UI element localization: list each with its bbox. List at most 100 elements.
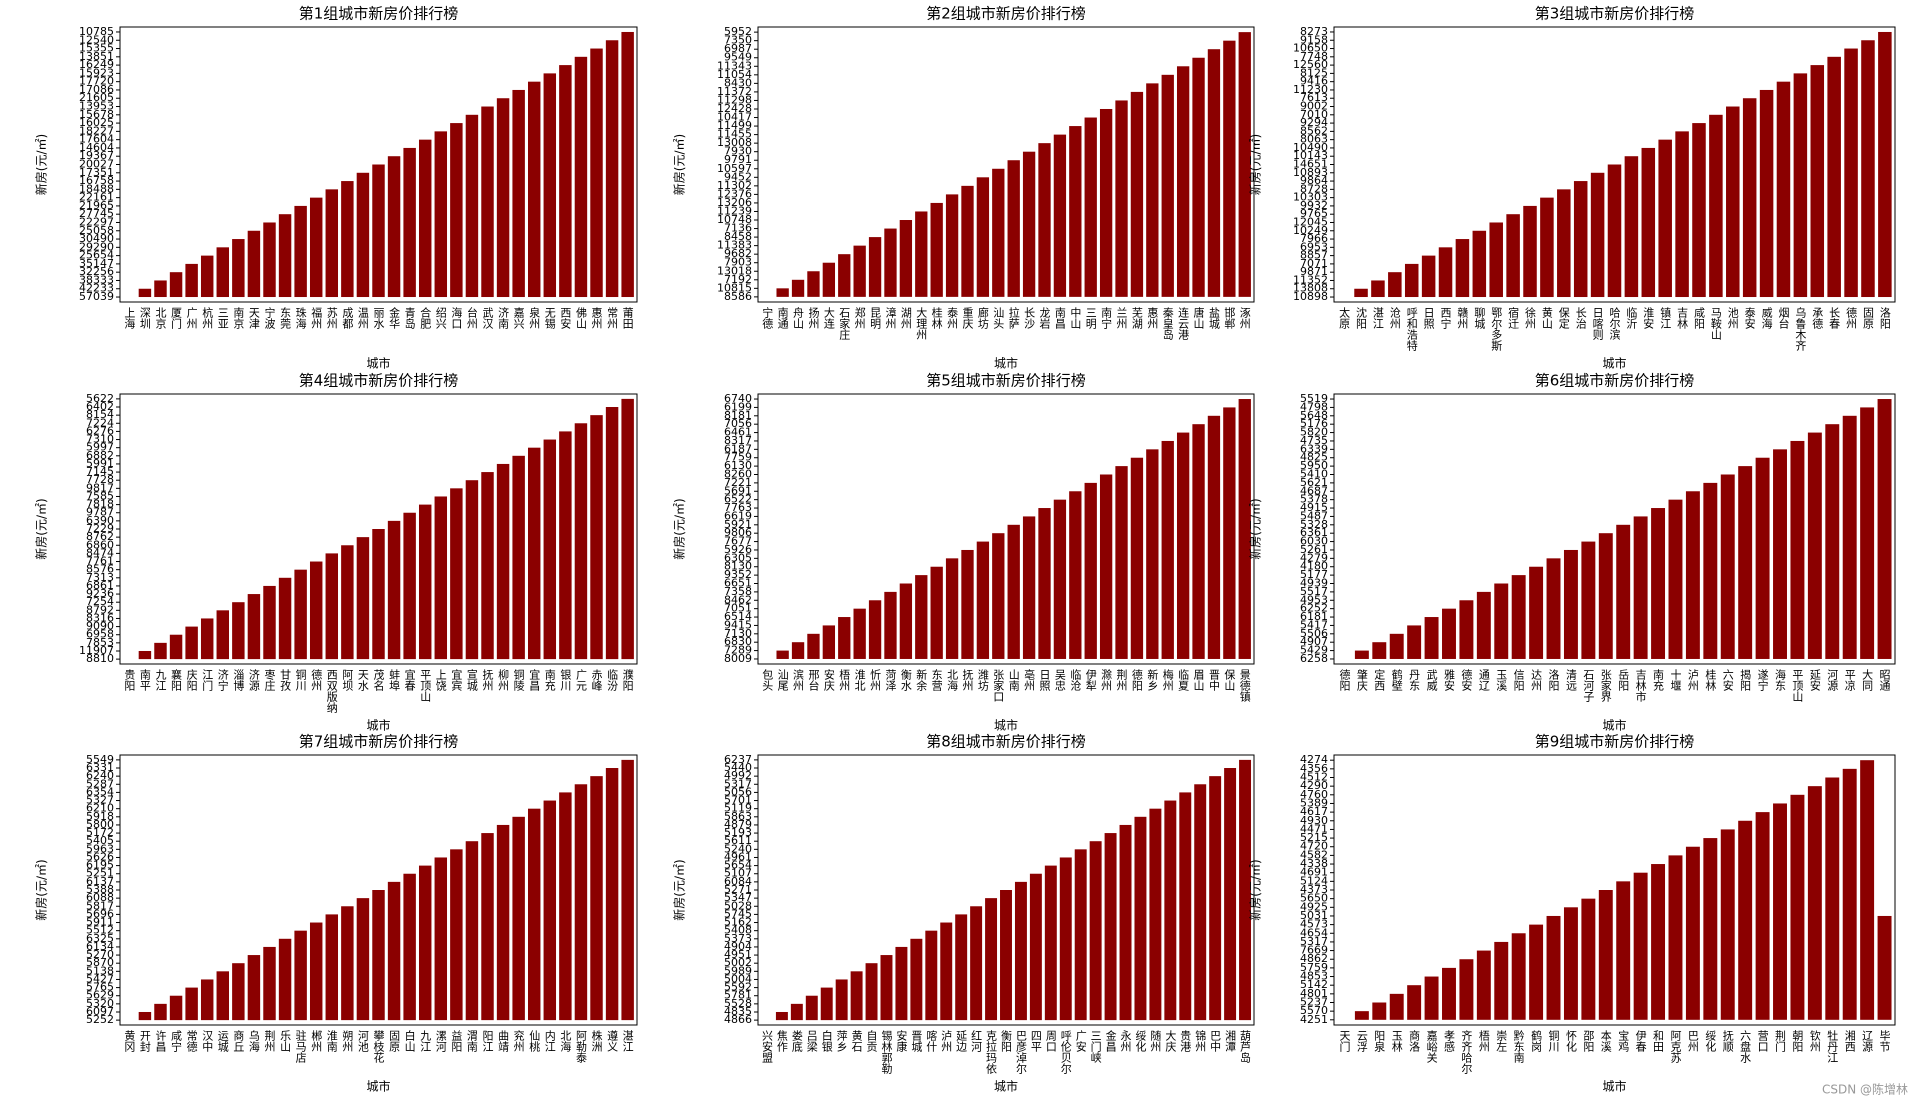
y-tick-label: 6210 xyxy=(86,802,114,815)
y-tick-label: 8458 xyxy=(724,230,752,243)
y-tick-label: 10898 xyxy=(1293,290,1328,303)
y-tick-label: 18488 xyxy=(79,182,114,195)
bar xyxy=(574,56,588,298)
x-tick-label: 临夏 xyxy=(1177,668,1190,691)
x-tick-label: 珠海 xyxy=(294,306,307,330)
bar xyxy=(1089,841,1102,1021)
x-tick-label: 巴中 xyxy=(1209,1030,1222,1052)
x-tick-label: 葫芦岛 xyxy=(1239,1030,1252,1064)
bar xyxy=(1651,508,1666,659)
x-tick-label: 惠州 xyxy=(590,306,603,329)
y-tick-label: 5926 xyxy=(724,543,752,556)
y-tick-label: 10748 xyxy=(717,213,752,226)
y-tick-label: 10249 xyxy=(1293,224,1328,237)
y-tick-label: 4760 xyxy=(1300,788,1328,801)
x-tick-label: 黄山 xyxy=(1540,306,1553,329)
bar xyxy=(481,833,494,1021)
bar xyxy=(325,914,339,1021)
y-tick-label: 5817 xyxy=(86,899,114,912)
x-tick-label: 连云港 xyxy=(1177,307,1190,340)
x-tick-label: 黄石 xyxy=(850,1029,863,1052)
bar xyxy=(822,625,836,659)
bar xyxy=(294,205,307,298)
y-tick-label: 38333 xyxy=(79,273,114,286)
y-tick-label: 9817 xyxy=(86,481,114,494)
x-tick-label: 濮阳 xyxy=(621,668,634,691)
x-tick-label: 贵阳 xyxy=(123,669,136,691)
subplot: 第5组城市新房价排行榜80097289683071309415651470518… xyxy=(672,372,1255,733)
y-tick-label: 8728 xyxy=(1300,182,1328,195)
y-tick-label: 8009 xyxy=(724,652,752,665)
y-tick-label: 4825 xyxy=(1300,451,1328,464)
y-tick-label: 5765 xyxy=(86,981,114,994)
subplot: 第7组城市新房价排行榜52526097532056295765542751385… xyxy=(34,733,638,1094)
x-tick-label: 平顶山 xyxy=(419,669,432,702)
x-tick-label: 铜川 xyxy=(294,668,307,691)
x-tick-label: 宜宾 xyxy=(450,668,463,691)
x-tick-label: 无锡 xyxy=(543,307,556,330)
x-tick-label: 淮北 xyxy=(853,669,866,691)
x-tick-label: 哈尔滨 xyxy=(1608,307,1621,341)
bar xyxy=(1860,760,1875,1020)
y-tick-label: 5611 xyxy=(724,834,752,847)
y-tick-label: 5270 xyxy=(86,948,114,961)
x-tick-label: 太原 xyxy=(1338,307,1351,329)
bar xyxy=(1590,172,1605,298)
x-tick-label: 德阳 xyxy=(1338,668,1351,691)
x-tick-label: 萍乡 xyxy=(835,1030,848,1052)
x-tick-label: 汕头 xyxy=(992,307,1005,329)
y-tick-label: 4930 xyxy=(1300,814,1328,827)
axes-frame xyxy=(757,393,1255,665)
bar xyxy=(791,642,805,659)
y-tick-label: 4835 xyxy=(724,1005,752,1018)
bar xyxy=(1658,139,1672,298)
bar xyxy=(884,591,897,659)
x-tick-label: 西安 xyxy=(559,307,572,330)
bar xyxy=(945,194,959,297)
bar xyxy=(807,271,820,297)
subplot: 第1组城市新房价排行榜 57039422333833332256351472565… xyxy=(34,5,638,371)
x-tick-label: 通辽 xyxy=(1477,669,1490,691)
y-tick-label: 7010 xyxy=(1300,108,1328,121)
y-tick-label: 7930 xyxy=(724,145,752,158)
bar xyxy=(992,533,1005,659)
bar xyxy=(278,938,292,1021)
x-tick-label: 扬州 xyxy=(807,306,820,329)
y-axis-label: 新房(元/㎡) xyxy=(34,859,49,920)
x-tick-label: 达州 xyxy=(1530,669,1543,691)
axes-frame xyxy=(1333,393,1896,665)
bar xyxy=(970,906,983,1021)
y-tick-label: 4471 xyxy=(1300,822,1328,835)
bar xyxy=(387,520,401,660)
x-tick-label: 辽源 xyxy=(1861,1030,1874,1053)
subplot: 第2组城市新房价排行榜85861081571921301879039682113… xyxy=(672,5,1255,371)
bar xyxy=(496,463,510,660)
y-tick-label: 4801 xyxy=(1300,987,1328,1000)
y-tick-label: 5427 xyxy=(86,972,114,985)
bar xyxy=(1624,156,1639,298)
bar xyxy=(247,955,261,1021)
chart-title: 第8组城市新房价排行榜 xyxy=(926,733,1086,751)
x-tick-label: 保定 xyxy=(1557,306,1570,330)
y-tick-label: 7221 xyxy=(724,476,752,489)
x-tick-label: 遵义 xyxy=(606,1029,619,1052)
x-tick-label: 沈阳 xyxy=(1355,306,1368,329)
bar xyxy=(1633,872,1648,1020)
bar xyxy=(294,930,307,1021)
x-tick-label: 大连 xyxy=(822,306,835,329)
x-tick-label: 九江 xyxy=(154,669,167,691)
y-tick-label: 4617 xyxy=(1300,805,1328,818)
subplot: 第3组城市新房价排行榜 10898138081135298717071885769… xyxy=(1248,5,1896,371)
y-tick-label: 8181 xyxy=(724,409,752,422)
bar xyxy=(263,585,276,660)
x-tick-label: 铜陵 xyxy=(512,668,525,692)
bar xyxy=(1354,288,1368,298)
y-tick-label: 5378 xyxy=(1300,493,1328,506)
y-tick-label: 5287 xyxy=(86,777,114,790)
chart-title: 第4组城市新房价排行榜 xyxy=(299,372,459,390)
y-tick-label: 11054 xyxy=(717,68,752,81)
y-tick-label: 4735 xyxy=(1300,434,1328,447)
x-tick-label: 唐山 xyxy=(1192,306,1205,329)
x-tick-label: 南通 xyxy=(776,307,789,329)
y-tick-label: 7136 xyxy=(724,222,752,235)
